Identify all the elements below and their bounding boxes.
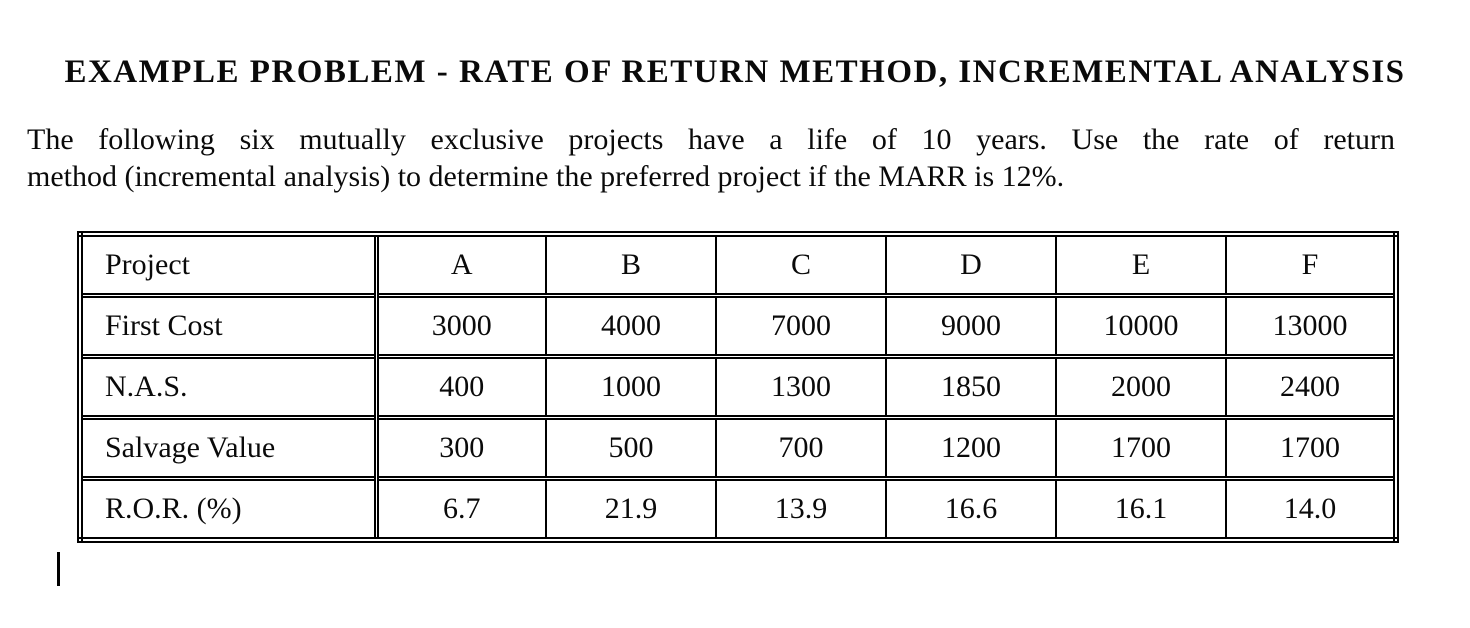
row-label-ror: R.O.R. (%) bbox=[79, 476, 379, 541]
data-cell: 13000 bbox=[1225, 293, 1397, 358]
table-row-nas: N.A.S. 400 1000 1300 1850 2000 2400 bbox=[79, 354, 1397, 419]
data-cell: 500 bbox=[545, 415, 717, 480]
row-label-salvage-value: Salvage Value bbox=[79, 415, 379, 480]
stray-cursor-mark bbox=[57, 552, 60, 586]
data-cell: 16.6 bbox=[885, 476, 1057, 541]
table-row-salvage-value: Salvage Value 300 500 700 1200 1700 1700 bbox=[79, 415, 1397, 480]
data-cell: 1200 bbox=[885, 415, 1057, 480]
data-cell: 1300 bbox=[715, 354, 887, 419]
page-title: EXAMPLE PROBLEM - RATE OF RETURN METHOD,… bbox=[64, 54, 1406, 90]
data-cell: 3000 bbox=[375, 293, 547, 358]
data-cell: 21.9 bbox=[545, 476, 717, 541]
data-cell: 13.9 bbox=[715, 476, 887, 541]
problem-statement-line-1: The following six mutually exclusive pro… bbox=[27, 123, 1395, 156]
table-header-row: Project A B C D E F bbox=[79, 233, 1397, 297]
header-cell-a: A bbox=[375, 233, 547, 297]
data-cell: 16.1 bbox=[1055, 476, 1227, 541]
header-cell-e: E bbox=[1055, 233, 1227, 297]
data-cell: 10000 bbox=[1055, 293, 1227, 358]
header-cell-d: D bbox=[885, 233, 1057, 297]
data-cell: 700 bbox=[715, 415, 887, 480]
table-row-first-cost: First Cost 3000 4000 7000 9000 10000 130… bbox=[79, 293, 1397, 358]
row-label-first-cost: First Cost bbox=[79, 293, 379, 358]
problem-statement: The following six mutually exclusive pro… bbox=[27, 121, 1395, 195]
row-label-nas: N.A.S. bbox=[79, 354, 379, 419]
data-cell: 6.7 bbox=[375, 476, 547, 541]
data-cell: 1700 bbox=[1055, 415, 1227, 480]
problem-statement-line-2: method (incremental analysis) to determi… bbox=[27, 160, 1065, 193]
header-cell-project: Project bbox=[79, 233, 379, 297]
data-cell: 1000 bbox=[545, 354, 717, 419]
data-cell: 1700 bbox=[1225, 415, 1397, 480]
data-cell: 2000 bbox=[1055, 354, 1227, 419]
data-cell: 7000 bbox=[715, 293, 887, 358]
data-cell: 4000 bbox=[545, 293, 717, 358]
data-cell: 400 bbox=[375, 354, 547, 419]
table-row-ror: R.O.R. (%) 6.7 21.9 13.9 16.6 16.1 14.0 bbox=[79, 476, 1397, 541]
data-cell: 1850 bbox=[885, 354, 1057, 419]
projects-table: Project A B C D E F First Cost 3000 4000… bbox=[77, 231, 1399, 543]
data-cell: 300 bbox=[375, 415, 547, 480]
header-cell-f: F bbox=[1225, 233, 1397, 297]
data-cell: 2400 bbox=[1225, 354, 1397, 419]
data-cell: 14.0 bbox=[1225, 476, 1397, 541]
header-cell-b: B bbox=[545, 233, 717, 297]
data-cell: 9000 bbox=[885, 293, 1057, 358]
header-cell-c: C bbox=[715, 233, 887, 297]
